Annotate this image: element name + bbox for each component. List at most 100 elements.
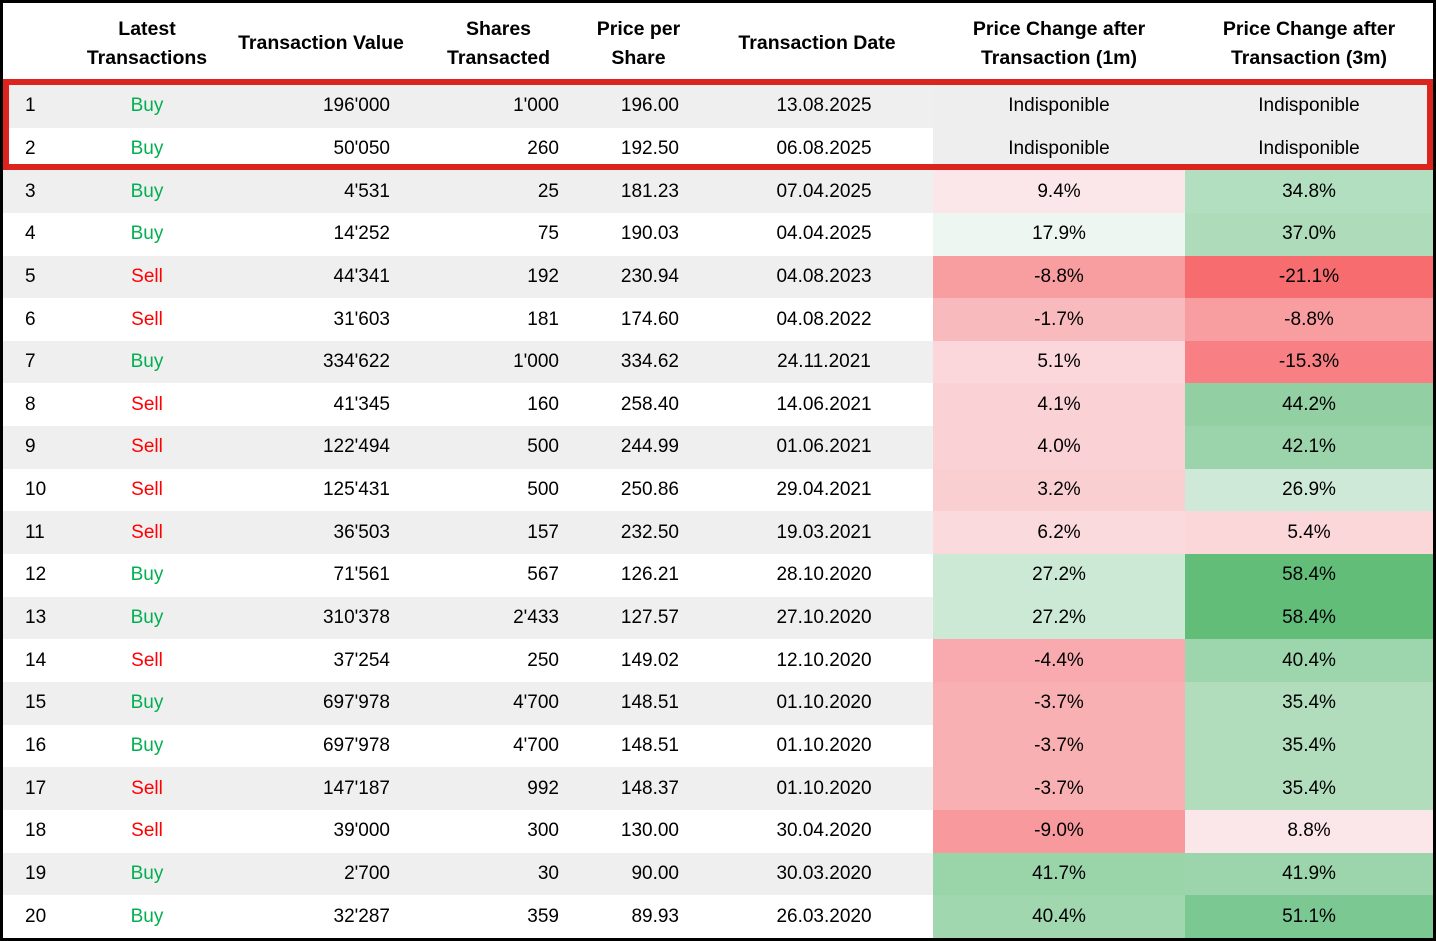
table-row: 12 Buy 71'561 567 126.21 28.10.2020 27.2…	[3, 554, 1433, 597]
price-change-3m: 35.4%	[1185, 681, 1433, 725]
price-change-3m: 44.2%	[1185, 383, 1433, 427]
row-number: 20	[25, 905, 47, 927]
price-change-1m: 4.0%	[933, 426, 1185, 469]
shares-transacted: 181	[527, 308, 559, 330]
price-change-1m: -3.7%	[933, 681, 1185, 725]
transaction-date: 30.03.2020	[776, 862, 872, 884]
shares-transacted: 250	[527, 649, 559, 671]
transaction-value: 32'287	[333, 905, 390, 927]
row-number: 1	[25, 95, 36, 117]
price-change-1m: 17.9%	[933, 212, 1185, 256]
price-per-share: 89.93	[631, 905, 679, 927]
transaction-date: 04.08.2023	[776, 265, 872, 287]
price-per-share: 90.00	[631, 862, 679, 884]
transaction-type: Buy	[130, 95, 164, 117]
transaction-value: 697'978	[322, 734, 390, 756]
transaction-value: 147'187	[322, 777, 390, 799]
price-change-3m: 5.4%	[1185, 511, 1433, 555]
shares-transacted: 1'000	[513, 351, 559, 373]
transaction-type: Sell	[131, 308, 163, 330]
price-change-3m: 40.4%	[1185, 639, 1433, 682]
shares-transacted: 567	[527, 564, 559, 586]
transaction-date: 19.03.2021	[776, 521, 872, 543]
price-change-1m: 4.1%	[933, 383, 1185, 427]
transaction-value: 36'503	[333, 521, 390, 543]
price-per-share: 126.21	[620, 564, 679, 586]
row-number: 9	[25, 436, 36, 458]
transaction-type: Sell	[131, 265, 163, 287]
transactions-table: Latest Transactions Transaction Value Sh…	[3, 3, 1433, 938]
price-change-3m: -8.8%	[1185, 298, 1433, 341]
row-number: 8	[25, 393, 36, 415]
price-change-3m: Indisponible	[1185, 85, 1433, 128]
price-change-1m: -8.8%	[933, 255, 1185, 299]
transaction-type: Sell	[131, 393, 163, 415]
table-row: 6 Sell 31'603 181 174.60 04.08.2022 -1.7…	[3, 298, 1433, 341]
col-header-price-change-3m: Price Change after Transaction (3m)	[1185, 3, 1433, 85]
price-change-1m: 3.2%	[933, 468, 1185, 512]
price-change-3m: 58.4%	[1185, 554, 1433, 597]
shares-transacted: 2'433	[513, 607, 559, 628]
row-number: 2	[25, 137, 36, 159]
price-change-1m: 9.4%	[933, 170, 1185, 213]
table-row: 20 Buy 32'287 359 89.93 26.03.2020 40.4%…	[3, 895, 1433, 938]
transaction-type: Buy	[130, 692, 164, 714]
price-change-1m: Indisponible	[933, 85, 1185, 128]
transaction-value: 41'345	[333, 393, 390, 415]
price-per-share: 258.40	[620, 393, 679, 415]
row-number: 12	[25, 564, 47, 586]
transaction-type: Buy	[130, 607, 164, 628]
transaction-type: Buy	[130, 905, 164, 927]
transaction-date: 14.06.2021	[776, 393, 872, 415]
transaction-value: 71'561	[333, 564, 390, 586]
row-number: 3	[25, 180, 36, 202]
row-number: 15	[25, 692, 47, 714]
shares-transacted: 4'700	[513, 692, 559, 714]
transaction-type: Sell	[131, 649, 163, 671]
transaction-type: Sell	[131, 777, 163, 799]
transaction-date: 01.10.2020	[776, 692, 872, 714]
price-change-3m: 8.8%	[1185, 809, 1433, 853]
shares-transacted: 4'700	[513, 734, 559, 756]
price-change-1m: -1.7%	[933, 298, 1185, 341]
shares-transacted: 30	[537, 862, 559, 884]
transaction-type: Sell	[131, 479, 163, 501]
price-change-3m: 34.8%	[1185, 170, 1433, 213]
transaction-type: Sell	[131, 521, 163, 543]
transaction-date: 24.11.2021	[777, 351, 871, 373]
row-number: 19	[25, 862, 47, 884]
price-per-share: 148.51	[620, 692, 679, 714]
row-number: 16	[25, 734, 47, 756]
transaction-date: 01.10.2020	[776, 777, 872, 799]
price-per-share: 244.99	[620, 436, 679, 458]
price-per-share: 130.00	[620, 820, 679, 842]
shares-transacted: 260	[527, 137, 559, 159]
row-number: 18	[25, 820, 47, 842]
row-number: 6	[25, 308, 36, 330]
transaction-value: 697'978	[322, 692, 390, 714]
shares-transacted: 160	[527, 393, 559, 415]
transaction-type: Buy	[130, 351, 164, 373]
price-per-share: 148.51	[620, 734, 679, 756]
header-row: Latest Transactions Transaction Value Sh…	[3, 3, 1433, 85]
price-per-share: 149.02	[620, 649, 679, 671]
col-header-latest-transactions: Latest Transactions	[73, 3, 221, 85]
row-number: 5	[25, 265, 36, 287]
price-change-3m: 51.1%	[1185, 895, 1433, 938]
price-per-share: 127.57	[620, 607, 679, 628]
col-header-transaction-date: Transaction Date	[701, 3, 933, 85]
transaction-date: 06.08.2025	[776, 137, 872, 159]
shares-transacted: 992	[527, 777, 559, 799]
transaction-value: 125'431	[322, 479, 390, 501]
price-change-1m: -4.4%	[933, 639, 1185, 682]
table-row: 19 Buy 2'700 30 90.00 30.03.2020 41.7% 4…	[3, 852, 1433, 896]
price-change-3m: -15.3%	[1185, 340, 1433, 384]
transaction-value: 14'252	[333, 223, 390, 245]
table-row: 2 Buy 50'050 260 192.50 06.08.2025 Indis…	[3, 127, 1433, 171]
price-change-1m: Indisponible	[933, 127, 1185, 171]
transaction-value: 4'531	[344, 180, 390, 202]
transaction-type: Sell	[131, 820, 163, 842]
transaction-date: 04.08.2022	[776, 308, 872, 330]
row-number: 17	[25, 777, 47, 799]
transaction-date: 28.10.2020	[776, 564, 872, 586]
